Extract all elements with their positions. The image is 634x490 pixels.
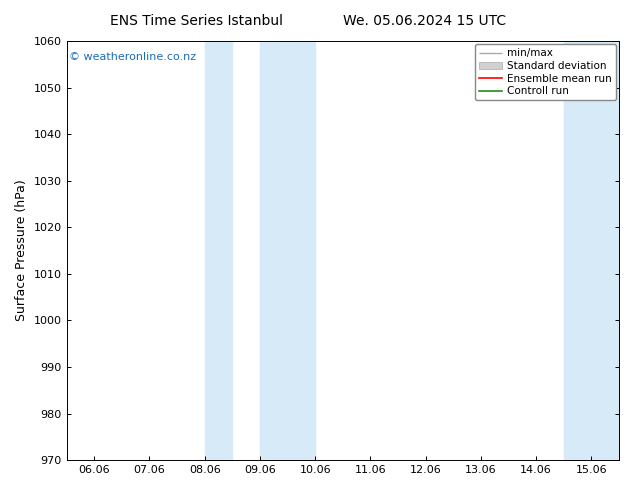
Y-axis label: Surface Pressure (hPa): Surface Pressure (hPa)	[15, 180, 28, 321]
Bar	[260, 41, 315, 460]
Legend: min/max, Standard deviation, Ensemble mean run, Controll run: min/max, Standard deviation, Ensemble me…	[475, 44, 616, 100]
Bar	[205, 41, 232, 460]
Text: © weatheronline.co.nz: © weatheronline.co.nz	[69, 51, 197, 62]
Text: ENS Time Series Istanbul: ENS Time Series Istanbul	[110, 14, 283, 28]
Bar	[592, 41, 619, 460]
Text: We. 05.06.2024 15 UTC: We. 05.06.2024 15 UTC	[343, 14, 507, 28]
Bar	[564, 41, 592, 460]
